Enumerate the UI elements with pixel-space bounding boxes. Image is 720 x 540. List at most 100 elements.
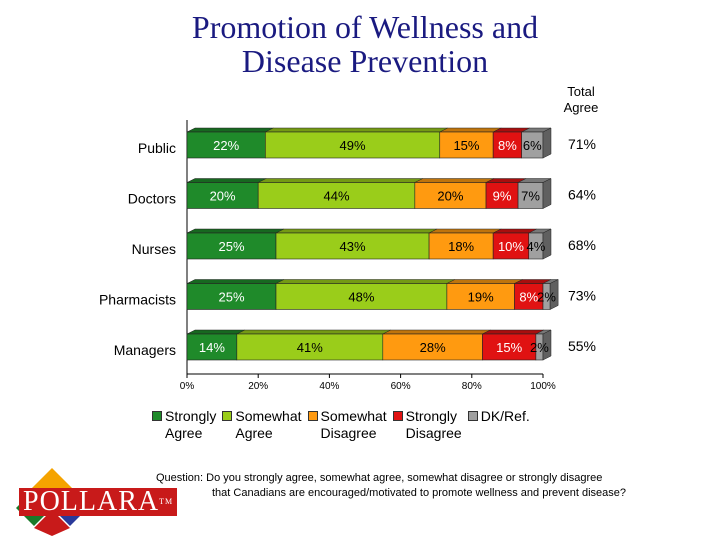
bar-segment-top-face [446, 279, 523, 284]
legend-item: Strongly Agree [152, 408, 216, 442]
bar-segment-top-face [275, 228, 438, 234]
category-label: Public [138, 140, 176, 156]
x-tick-label: 80% [462, 381, 482, 392]
bar-data-label: 14% [199, 340, 225, 355]
bar-data-label: 15% [496, 340, 522, 355]
category-label: Managers [114, 342, 176, 358]
bar-data-label: 7% [521, 189, 540, 204]
legend-label-line1: Somewhat [320, 408, 387, 424]
bar-segment [439, 131, 494, 159]
bar-segment-side-face [542, 329, 552, 361]
bar-segment [186, 333, 238, 361]
survey-question-line1: Question: Do you strongly agree, somewha… [156, 472, 603, 484]
bar-segment-top-face [414, 178, 495, 183]
chart-title-line1: Promotion of Wellness and [191, 9, 539, 45]
total-agree-value: 64% [568, 187, 596, 203]
bar-segment [428, 232, 494, 260]
bar-data-label: 25% [218, 239, 244, 254]
legend-swatch [152, 411, 162, 421]
bar-segment [275, 283, 448, 310]
bar-segment [186, 283, 277, 310]
legend-label-line2: Disagree [320, 425, 377, 441]
x-tick-label: 60% [391, 381, 411, 392]
bar-segment [186, 182, 259, 209]
legend-label: Strongly Agree [165, 408, 216, 442]
bar-segment-top-face [186, 329, 245, 335]
bar-data-label: 6% [523, 138, 542, 153]
bar-segment [265, 131, 441, 159]
bar-segment [414, 182, 487, 209]
bar-segment-top-face [236, 329, 391, 335]
total-agree-value: 71% [568, 136, 596, 152]
bar-segment-top-face [382, 329, 491, 335]
bar-data-label: 28% [420, 340, 446, 355]
bar-data-label: 25% [218, 290, 244, 305]
bar-segment-top-face [428, 228, 502, 234]
bar-segment-top-face [275, 279, 455, 284]
chart-title: Promotion of Wellness and Disease Preven… [0, 10, 720, 78]
survey-question-line2: that Canadians are encouraged/motivated … [212, 487, 626, 499]
bar-segment-top-face [439, 127, 502, 133]
bar-data-label: 2% [537, 290, 556, 305]
bar-segment-side-face [542, 127, 552, 159]
bar-segment-top-face [258, 178, 423, 183]
legend-swatch [467, 411, 478, 421]
legend-label-line1: Strongly [405, 408, 458, 424]
legend-item: Somewhat Agree [222, 408, 302, 442]
survey-question: Question: Do you strongly agree, somewha… [156, 471, 716, 501]
legend-item: DK/Ref. [467, 408, 530, 442]
bar-data-label: 10% [498, 239, 524, 254]
chart-legend: Strongly Agree Somewhat Agree Somewhat Disagr… [152, 408, 530, 442]
bar-data-label: 2% [530, 340, 549, 355]
bar-segment [186, 232, 277, 260]
bar-data-label: 43% [340, 239, 366, 254]
x-tick-label: 100% [530, 381, 556, 392]
bar-segment-top-face [186, 228, 285, 234]
legend-item: Somewhat Disagree [307, 408, 387, 442]
legend-label-line2: Agree [165, 425, 203, 441]
bar-data-label: 20% [210, 189, 236, 204]
bar-segment-top-face [186, 178, 267, 183]
bar-segment [275, 232, 430, 260]
bar-segment [514, 283, 544, 310]
legend-swatch [392, 411, 403, 421]
total-agree-header-line2: Agree [563, 100, 599, 115]
legend-label-line1: Strongly [165, 408, 217, 424]
legend-swatch [222, 411, 233, 421]
x-tick-label: 0% [180, 381, 195, 392]
bar-data-label: 49% [340, 138, 366, 153]
category-label: Nurses [132, 241, 176, 257]
bar-segment-top-face [482, 329, 544, 335]
bar-data-label: 19% [468, 290, 494, 305]
bar-data-label: 15% [453, 138, 479, 153]
bar-segment [382, 333, 483, 361]
bar-segment-top-face [186, 127, 274, 133]
legend-item: Strongly Disagree [392, 408, 462, 442]
legend-label-line2: Agree [235, 425, 273, 441]
legend-label-line2: Disagree [405, 425, 462, 441]
total-agree-value: 55% [568, 338, 596, 354]
bar-data-label: 4% [526, 239, 545, 254]
bar-segment [517, 182, 544, 209]
chart-title-line2: Disease Prevention [241, 43, 489, 79]
legend-label: Strongly Disagree [406, 408, 462, 442]
legend-label: DK/Ref. [481, 408, 530, 425]
bar-data-label: 20% [437, 189, 463, 204]
category-label: Pharmacists [99, 292, 176, 308]
pollara-logo-wordmark: POLLARA [23, 486, 160, 517]
pollara-logo-tm: TM [159, 497, 174, 506]
category-label: Doctors [128, 191, 176, 207]
bar-segment [492, 232, 530, 260]
pollara-logo-text: POLLARATM [19, 486, 178, 517]
bar-segment-side-face [542, 228, 552, 260]
bar-data-label: 8% [519, 290, 538, 305]
x-tick-label: 20% [248, 381, 268, 392]
legend-swatch [307, 411, 318, 421]
bar-segment [446, 283, 515, 310]
bar-data-label: 44% [324, 189, 350, 204]
bar-data-label: 48% [348, 290, 374, 305]
bar-data-label: 8% [498, 138, 517, 153]
bar-segment [186, 131, 266, 159]
bar-segment-top-face [265, 127, 448, 133]
total-agree-header: Total Agree [556, 84, 606, 116]
